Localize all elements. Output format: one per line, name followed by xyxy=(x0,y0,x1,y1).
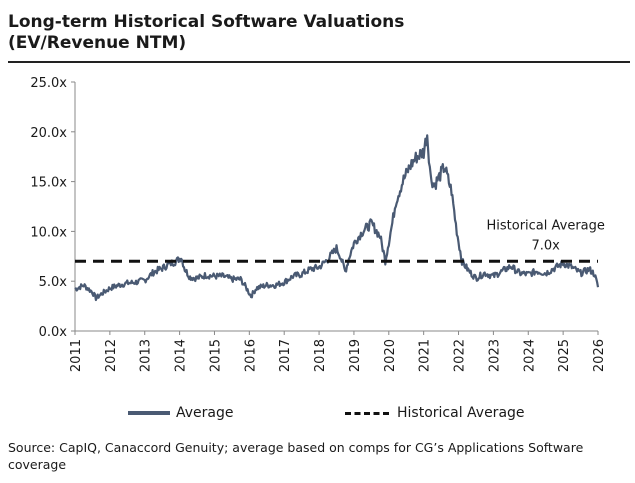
x-tick-label: 2026 xyxy=(592,339,607,372)
chart-title-line1: Long-term Historical Software Valuations xyxy=(8,12,405,32)
y-tick-label: 20.0x xyxy=(30,126,67,141)
y-axis-ticks: 0.0x 5.0x 10.0x 15.0x 20.0x 25.0x xyxy=(30,76,75,340)
series-line-average xyxy=(74,134,600,302)
x-tick-label: 2013 xyxy=(139,339,154,372)
y-tick-label: 25.0x xyxy=(30,76,67,91)
x-tick-label: 2023 xyxy=(487,339,502,372)
y-tick-label: 5.0x xyxy=(39,275,68,290)
legend-swatch-solid xyxy=(128,411,170,415)
annotation-label: Historical Average xyxy=(486,218,604,233)
chart-annotation: Historical Average 7.0x xyxy=(486,218,604,253)
x-tick-label: 2025 xyxy=(557,339,572,372)
chart-title: Long-term Historical Software Valuations… xyxy=(8,12,404,54)
x-tick-label: 2016 xyxy=(243,339,258,372)
x-tick-label: 2014 xyxy=(174,339,189,372)
chart-title-line2: (EV/Revenue NTM) xyxy=(8,33,187,53)
x-tick-label: 2021 xyxy=(418,339,433,372)
x-tick-label: 2017 xyxy=(278,339,293,372)
legend-item-historical-average: Historical Average xyxy=(345,405,525,421)
x-tick-label: 2012 xyxy=(104,339,119,372)
source-note: Source: CapIQ, Canaccord Genuity; averag… xyxy=(8,440,584,472)
legend-label-average: Average xyxy=(176,405,234,421)
x-tick-label: 2022 xyxy=(453,339,468,372)
x-tick-label: 2019 xyxy=(348,339,363,372)
chart-series xyxy=(74,134,600,302)
chart-axes xyxy=(74,82,598,332)
annotation-value: 7.0x xyxy=(532,238,561,253)
legend-label-historical-average: Historical Average xyxy=(397,405,525,421)
title-divider xyxy=(8,61,630,63)
y-tick-label: 0.0x xyxy=(39,325,68,340)
y-tick-label: 10.0x xyxy=(30,225,67,240)
x-tick-label: 2018 xyxy=(313,339,328,372)
y-tick-label: 15.0x xyxy=(30,176,67,191)
x-tick-label: 2024 xyxy=(522,339,537,372)
legend-swatch-dashed xyxy=(345,411,389,415)
x-axis-ticks: 2011 2012 2013 2014 2015 2016 2017 2018 2019 2020… xyxy=(69,331,607,372)
x-tick-label: 2020 xyxy=(383,339,398,372)
x-tick-label: 2011 xyxy=(69,339,84,372)
legend-item-average: Average xyxy=(128,405,234,421)
x-tick-label: 2015 xyxy=(208,339,223,372)
